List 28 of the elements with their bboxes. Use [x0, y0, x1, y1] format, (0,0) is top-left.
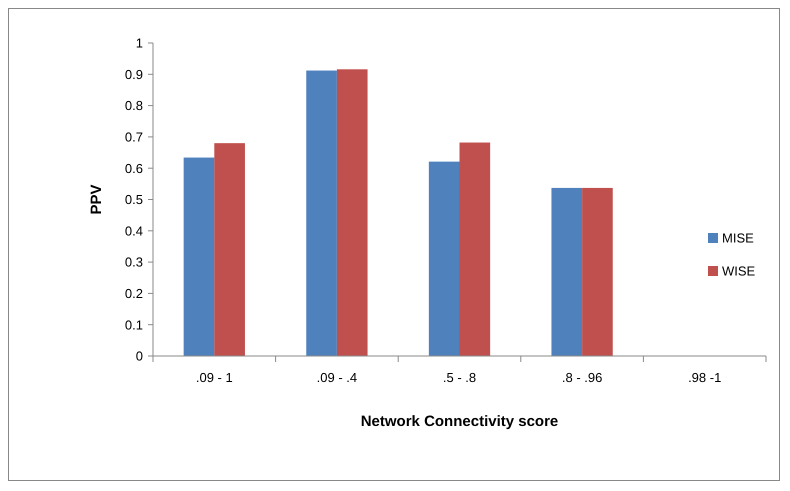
x-axis-title: Network Connectivity score	[360, 413, 558, 430]
bar	[460, 142, 490, 356]
legend-label: WISE	[722, 264, 756, 279]
y-tick-label: 0.3	[124, 254, 143, 270]
bar	[582, 188, 613, 356]
y-tick-label: 0	[136, 348, 143, 364]
bar	[428, 162, 460, 356]
y-tick-label: 0.1	[124, 317, 143, 332]
y-tick-label: 1	[136, 36, 143, 51]
x-tick-label: .09 - .4	[316, 370, 358, 385]
y-tick-label: 0.9	[124, 66, 143, 82]
y-tick-label: 0.2	[124, 286, 143, 301]
bar	[306, 70, 337, 356]
bar	[184, 158, 214, 356]
x-tick-label: .5 - .8	[442, 370, 476, 385]
bar	[551, 188, 582, 356]
bar	[214, 143, 245, 356]
x-tick-label: .09 - 1	[196, 370, 233, 385]
y-tick-label: 0.4	[124, 223, 143, 238]
y-tick-label: 0.5	[124, 192, 143, 208]
x-tick-label: .98 -1	[688, 370, 722, 385]
x-tick-label: .8 - .96	[562, 370, 602, 385]
y-tick-label: 0.7	[124, 129, 143, 144]
y-tick-label: 0.6	[124, 160, 143, 176]
y-tick-label: 0.8	[124, 98, 143, 114]
bar	[336, 69, 368, 356]
y-axis-title: PPV	[88, 184, 105, 215]
legend-label: MISE	[722, 230, 754, 246]
